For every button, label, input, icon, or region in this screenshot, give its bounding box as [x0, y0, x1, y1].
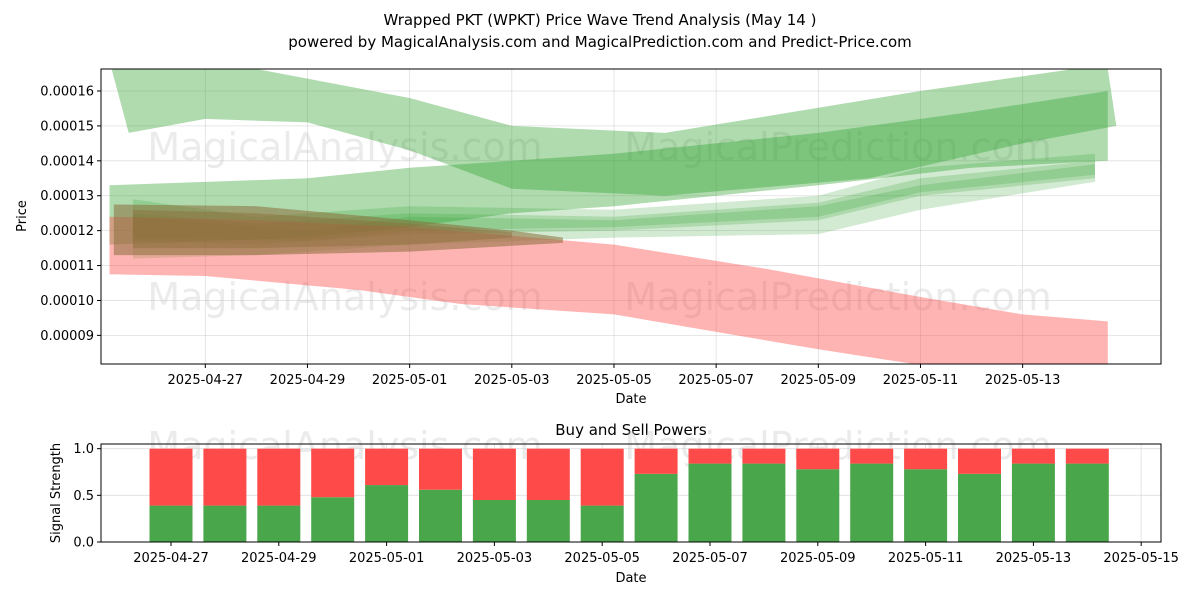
- price-band-red-5: [109, 216, 1108, 364]
- buy-sell-bars: [149, 448, 1109, 542]
- sell-bar: [742, 448, 786, 464]
- price-x-tick-label: 2025-05-05: [576, 373, 652, 388]
- buy-sell-x-ticks: 2025-04-27 2025-04-29 2025-05-01 2025-05-03…: [133, 542, 1179, 566]
- price-x-tick-label: 2025-05-07: [678, 373, 754, 388]
- buy-bar: [203, 505, 247, 542]
- buy-sell-x-tick-label: 2025-04-27: [133, 551, 209, 566]
- sell-bar: [472, 448, 516, 500]
- sell-bar: [419, 448, 462, 490]
- watermark-analysis-top: MagicalAnalysis.com: [147, 125, 542, 169]
- price-y-tick-label: 0.00013: [40, 189, 94, 204]
- price-x-ticks: 2025-04-27 2025-04-29 2025-05-01 2025-05-03…: [168, 364, 1061, 388]
- watermark-prediction-top: MagicalPrediction.com: [624, 125, 1052, 169]
- buy-sell-title: Buy and Sell Powers: [555, 421, 707, 439]
- buy-sell-x-tick-label: 2025-05-11: [888, 551, 964, 566]
- price-y-tick-label: 0.00009: [40, 329, 94, 344]
- chart-subtitle: powered by MagicalAnalysis.com and Magic…: [288, 33, 912, 51]
- buy-bar: [634, 473, 678, 542]
- sell-bar: [958, 448, 1001, 474]
- sell-bar: [796, 448, 840, 470]
- buy-bar: [257, 505, 301, 542]
- buy-bar: [472, 500, 516, 542]
- price-y-tick-label: 0.00014: [40, 154, 94, 169]
- sell-bar: [257, 448, 301, 506]
- buy-bar: [149, 505, 193, 542]
- sell-bar: [634, 448, 678, 474]
- price-x-tick-label: 2025-05-01: [372, 373, 448, 388]
- sell-bar: [526, 448, 570, 500]
- price-bands: [109, 69, 1117, 364]
- chart-title: Wrapped PKT (WPKT) Price Wave Trend Anal…: [384, 11, 817, 29]
- sell-bar: [365, 448, 409, 486]
- buy-sell-x-tick-label: 2025-05-03: [457, 551, 533, 566]
- buy-sell-x-tick-label: 2025-05-07: [672, 551, 748, 566]
- sell-bar: [1011, 448, 1055, 464]
- buy-sell-x-tick-label: 2025-04-29: [241, 551, 317, 566]
- price-band-green-0: [111, 69, 1117, 196]
- price-y-tick-label: 0.00012: [40, 224, 94, 239]
- buy-sell-plot-frame: [100, 443, 1162, 543]
- sell-bar: [1065, 448, 1109, 464]
- buy-sell-x-tick-label: 2025-05-13: [996, 551, 1072, 566]
- price-band-green-1: [109, 91, 1108, 245]
- buy-bar: [580, 505, 624, 542]
- watermark-analysis-mid: MagicalAnalysis.com: [147, 275, 542, 319]
- buy-sell-x-tick-label: 2025-05-09: [780, 551, 856, 566]
- price-wave-chart: MagicalAnalysis.com MagicalPrediction.co…: [15, 68, 1162, 407]
- price-y-ticks: 0.00009 0.00010 0.00011 0.00012 0.00013 0.000…: [40, 84, 101, 344]
- buy-sell-x-tick-label: 2025-05-05: [564, 551, 640, 566]
- sell-bar: [904, 448, 948, 470]
- buy-bar: [1011, 463, 1055, 542]
- price-y-tick-label: 0.00015: [40, 119, 94, 134]
- watermark-prediction-mid: MagicalPrediction.com: [624, 275, 1052, 319]
- buy-sell-y-ticks: 0.0 0.5 1.0: [73, 442, 101, 551]
- buy-bar: [688, 463, 732, 542]
- buy-bar: [311, 497, 355, 542]
- buy-bar: [365, 485, 409, 542]
- buy-bar: [904, 469, 948, 542]
- price-x-tick-label: 2025-05-13: [985, 373, 1061, 388]
- sell-bar: [850, 448, 894, 464]
- buy-bar: [526, 500, 570, 542]
- price-y-tick-label: 0.00016: [40, 84, 94, 99]
- price-y-tick-label: 0.00010: [40, 294, 94, 309]
- sell-bar: [149, 448, 193, 506]
- buy-bar: [419, 489, 462, 542]
- buy-bar: [1065, 463, 1109, 542]
- buy-bar: [850, 463, 894, 542]
- buy-sell-y-tick-label: 0.5: [73, 489, 94, 504]
- buy-bar: [742, 463, 786, 542]
- buy-sell-y-tick-label: 1.0: [73, 442, 94, 457]
- price-y-axis-label: Price: [15, 200, 30, 232]
- price-band-brown-6: [113, 204, 563, 256]
- price-plot-frame: [100, 68, 1162, 365]
- buy-bar: [796, 469, 840, 542]
- price-x-tick-label: 2025-05-03: [474, 373, 550, 388]
- price-watermarks: MagicalAnalysis.com MagicalPrediction.co…: [147, 125, 1051, 319]
- price-grid: [101, 69, 1161, 364]
- price-x-tick-label: 2025-05-11: [883, 373, 959, 388]
- price-y-tick-label: 0.00011: [40, 259, 94, 274]
- price-band-group: [109, 69, 1117, 364]
- buy-sell-chart: Buy and Sell Powers MagicalAnalysis.com …: [49, 421, 1179, 586]
- price-x-tick-label: 2025-04-29: [270, 373, 346, 388]
- buy-sell-x-tick-label: 2025-05-15: [1103, 551, 1179, 566]
- buy-sell-y-axis-label: Signal Strength: [49, 443, 64, 543]
- sell-bar: [688, 448, 732, 464]
- buy-bar: [958, 473, 1001, 542]
- price-x-axis-label: Date: [615, 392, 646, 407]
- buy-sell-x-axis-label: Date: [615, 571, 646, 586]
- price-band-brown-7: [132, 209, 512, 249]
- sell-bar: [311, 448, 355, 498]
- price-x-tick-label: 2025-04-27: [168, 373, 244, 388]
- sell-bar: [203, 448, 247, 506]
- price-x-tick-label: 2025-05-09: [781, 373, 857, 388]
- buy-sell-y-tick-label: 0.0: [73, 536, 94, 551]
- buy-sell-x-tick-label: 2025-05-01: [349, 551, 425, 566]
- sell-bar: [580, 448, 624, 506]
